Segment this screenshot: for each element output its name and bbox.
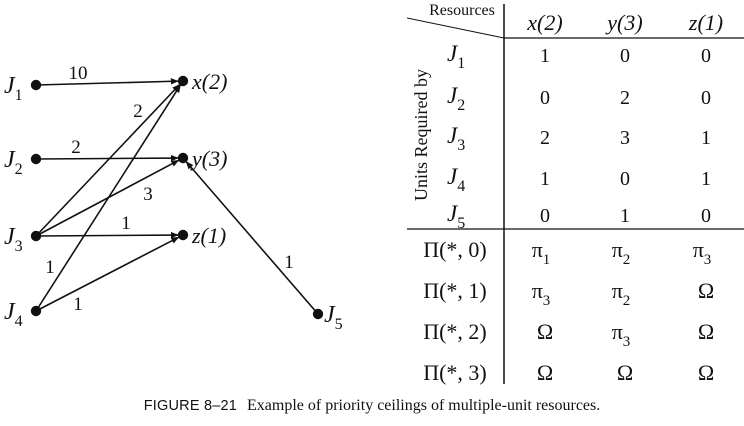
resource-node-z — [177, 229, 189, 241]
table-cell: 3 — [620, 127, 630, 149]
row-job-label: J3 — [447, 123, 465, 154]
resource-table-grid: Resources Units Required by x(2) y(3) z(1) J1… — [407, 2, 744, 385]
ceiling-cell: Ω — [698, 319, 714, 344]
ceiling-cell: π3 — [693, 237, 712, 268]
table-text: Resources Units Required by x(2) y(3) z(1) J1… — [411, 2, 723, 385]
caption-text: Example of priority ceilings of multiple… — [247, 397, 601, 414]
table-cell: 0 — [701, 205, 711, 227]
figure-caption: FIGURE 8–21 Example of priority ceilings … — [0, 397, 744, 415]
resource-node-x — [177, 75, 189, 87]
ceiling-row-label: Π(*, 2) — [423, 319, 487, 344]
table-cell: 0 — [540, 205, 550, 227]
ceiling-cell: π3 — [612, 319, 631, 350]
table-lines — [407, 4, 744, 384]
ceiling-row-label: Π(*, 0) — [423, 237, 487, 262]
ceiling-cell: π3 — [532, 278, 551, 309]
ceiling-cell: Ω — [537, 360, 553, 385]
job-label-J4: J4 — [4, 299, 23, 330]
job-label-J2: J2 — [4, 147, 23, 178]
edge-units-label: 1 — [73, 294, 83, 315]
table-cell: 1 — [701, 127, 711, 149]
table-corner-label: Resources — [429, 2, 495, 19]
edge-units-label: 2 — [71, 137, 81, 158]
job-node-J1 — [30, 79, 42, 91]
table-cell: 0 — [620, 168, 630, 190]
column-header: y(3) — [605, 10, 642, 35]
ceiling-row-label: Π(*, 3) — [423, 360, 487, 385]
table-corner-diagonal — [407, 17, 505, 39]
edge-J4-z — [35, 236, 180, 312]
job-node-J2 — [30, 153, 42, 165]
table-cell: 1 — [620, 205, 630, 227]
table-cell: 2 — [620, 87, 630, 109]
edge-J2-y — [35, 154, 179, 162]
edge-J1-x — [35, 78, 179, 86]
table-cell: 0 — [620, 45, 630, 67]
edge-units-label: 3 — [143, 184, 153, 205]
resource-label-z: z(1) — [191, 223, 226, 248]
edge-J3-x — [35, 84, 181, 237]
row-job-label: J4 — [447, 164, 465, 195]
row-job-label: J5 — [447, 201, 465, 232]
row-job-label: J1 — [447, 41, 465, 72]
column-header: z(1) — [688, 10, 723, 35]
edge-J3-z — [35, 231, 179, 239]
job-node-J3 — [30, 230, 42, 242]
resource-label-y: y(3) — [190, 146, 227, 171]
resource-node-y — [177, 152, 189, 164]
edge-J4-x — [35, 84, 181, 312]
job-label-J3: J3 — [4, 224, 23, 255]
column-header: x(2) — [526, 10, 562, 35]
ceiling-cell: Ω — [698, 278, 714, 303]
table-cell: 0 — [701, 87, 711, 109]
edge-units-label: 1 — [45, 257, 55, 278]
ceiling-row-label: Π(*, 1) — [423, 278, 487, 303]
edge-J5-y — [185, 161, 319, 315]
resource-label-x: x(2) — [191, 69, 227, 94]
ceiling-cell: π2 — [612, 237, 631, 268]
edge-units-label: 2 — [133, 101, 143, 122]
row-axis-label: Units Required by — [411, 69, 431, 201]
ceiling-cell: π1 — [532, 237, 551, 268]
ceiling-cell: Ω — [698, 360, 714, 385]
job-label-J5: J5 — [324, 302, 343, 333]
ceiling-cell: π2 — [612, 278, 631, 309]
figure-number: FIGURE 8–21 — [143, 398, 237, 414]
edge-units-label: 1 — [121, 213, 131, 234]
job-node-J4 — [30, 305, 42, 317]
ceiling-cell: Ω — [537, 319, 553, 344]
edge-units-label: 10 — [69, 63, 88, 84]
table-cell: 0 — [540, 87, 550, 109]
table-cell: 2 — [540, 127, 550, 149]
edges-layer — [35, 78, 319, 315]
table-cell: 1 — [540, 168, 550, 190]
row-job-label: J2 — [447, 83, 465, 114]
job-node-J5 — [312, 308, 324, 320]
ceiling-cell: Ω — [617, 360, 633, 385]
job-label-J1: J1 — [4, 73, 23, 104]
table-cell: 1 — [701, 168, 711, 190]
table-cell: 1 — [540, 45, 550, 67]
table-cell: 0 — [701, 45, 711, 67]
nodes-layer — [30, 75, 324, 320]
edge-units-label: 1 — [284, 252, 294, 273]
